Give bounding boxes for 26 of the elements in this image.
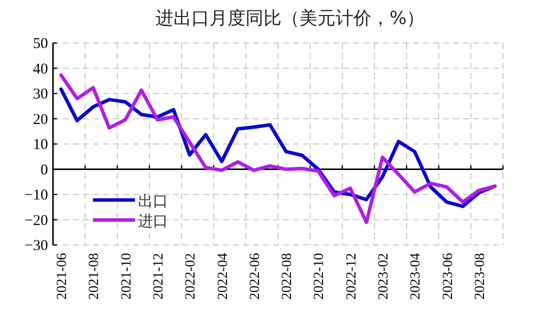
y-tick-label: −10 <box>24 188 48 204</box>
x-tick-label: 2023-06 <box>440 253 456 300</box>
chart-title: 进出口月度同比（美元计价，%） <box>155 8 425 29</box>
x-tick-label: 2022-02 <box>184 253 199 300</box>
x-tick-label: 2021-06 <box>55 253 70 300</box>
y-tick-label: 40 <box>33 61 48 78</box>
y-tick-label: 20 <box>33 112 48 128</box>
y-tick-label: 0 <box>40 162 48 178</box>
y-tick-label: 30 <box>33 86 48 102</box>
x-tick-label: 2022-06 <box>248 253 263 300</box>
x-tick-label: 2023-04 <box>408 253 424 300</box>
x-tick-label: 2021-08 <box>87 253 102 300</box>
legend-label: 进口 <box>138 212 168 230</box>
x-tick-label: 2021-12 <box>151 253 166 300</box>
x-tick-label: 2022-08 <box>280 253 296 300</box>
x-tick-label: 2022-04 <box>216 253 231 300</box>
x-tick-label: 2023-02 <box>376 253 392 300</box>
y-tick-label: −30 <box>24 238 48 254</box>
y-tick-label: 10 <box>33 137 48 153</box>
y-tick-label: −20 <box>24 212 48 229</box>
x-tick-label: 2022-12 <box>344 253 360 300</box>
x-tick-label: 2023-08 <box>472 253 488 300</box>
legend-label: 出口 <box>138 192 168 210</box>
x-tick-label: 2022-10 <box>312 253 328 300</box>
x-tick-label: 2021-10 <box>119 253 134 300</box>
y-tick-label: 50 <box>33 36 48 52</box>
